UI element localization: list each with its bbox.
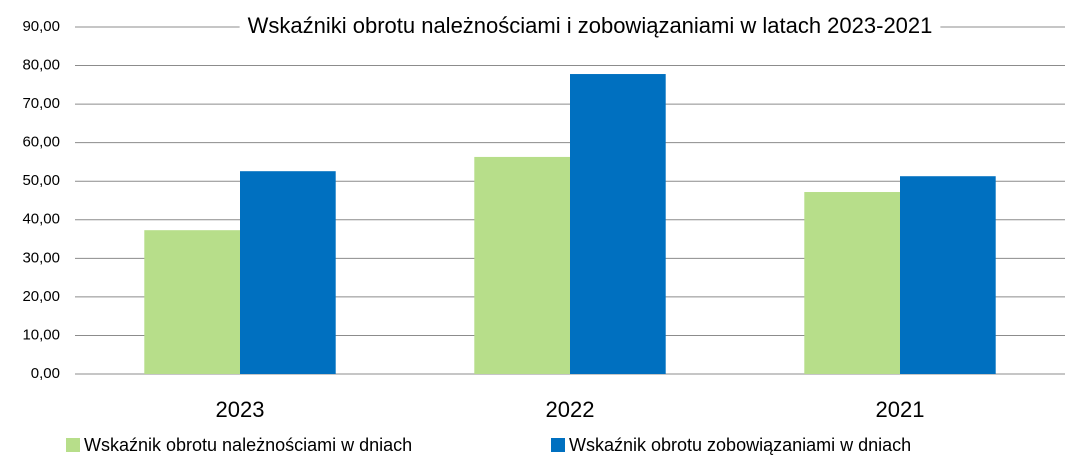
y-tick-label: 10,00 [22, 326, 60, 343]
y-tick-label: 30,00 [22, 249, 60, 266]
x-tick-label: 2023 [216, 397, 265, 422]
bar [240, 171, 336, 374]
bar [900, 176, 996, 374]
legend-label: Wskaźnik obrotu zobowiązaniami w dniach [569, 435, 911, 455]
y-tick-label: 50,00 [22, 172, 60, 189]
legend-swatch [66, 438, 80, 452]
x-tick-label: 2022 [546, 397, 595, 422]
bar [804, 192, 900, 374]
bar [144, 230, 240, 374]
legend-label: Wskaźnik obrotu należnościami w dniach [84, 435, 412, 455]
y-tick-label: 60,00 [22, 134, 60, 151]
y-tick-label: 40,00 [22, 211, 60, 228]
legend-swatch [551, 438, 565, 452]
y-tick-label: 90,00 [22, 18, 60, 35]
x-tick-label: 2021 [876, 397, 925, 422]
y-tick-label: 0,00 [31, 365, 60, 382]
chart-title: Wskaźniki obrotu należnościami i zobowią… [248, 13, 933, 38]
y-tick-label: 20,00 [22, 288, 60, 305]
bars [144, 74, 996, 374]
bar [474, 156, 570, 374]
bar [570, 74, 666, 374]
y-tick-label: 80,00 [22, 57, 60, 74]
y-tick-label: 70,00 [22, 95, 60, 112]
title-background [239, 12, 941, 38]
